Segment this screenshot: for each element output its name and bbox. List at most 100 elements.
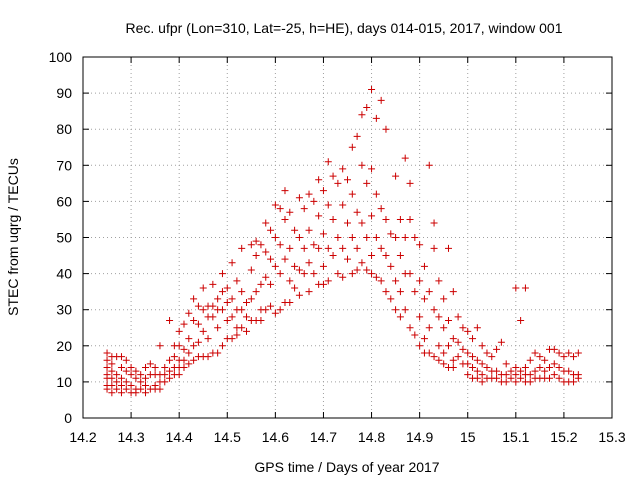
data-point — [142, 382, 150, 390]
data-point — [348, 270, 356, 278]
data-point — [300, 205, 308, 213]
data-point — [310, 197, 318, 205]
data-point — [348, 143, 356, 151]
data-point — [565, 349, 573, 357]
data-point — [223, 284, 231, 292]
data-point — [396, 313, 404, 321]
data-point — [416, 277, 424, 285]
data-point — [435, 277, 443, 285]
data-point — [291, 226, 299, 234]
data-point — [204, 335, 212, 343]
y-tick-label: 20 — [56, 338, 72, 354]
data-point — [238, 306, 246, 314]
data-point — [151, 363, 159, 371]
data-point — [406, 324, 414, 332]
data-point — [368, 252, 376, 260]
data-point — [190, 317, 198, 325]
data-point — [512, 371, 520, 379]
data-point — [108, 360, 116, 368]
data-point — [478, 360, 486, 368]
data-point — [122, 356, 130, 364]
data-point — [319, 280, 327, 288]
data-point — [295, 291, 303, 299]
data-point — [497, 338, 505, 346]
data-point — [194, 338, 202, 346]
y-tick-label: 0 — [64, 410, 72, 426]
data-point — [199, 306, 207, 314]
data-point — [247, 266, 255, 274]
data-point — [142, 374, 150, 382]
data-point — [493, 374, 501, 382]
data-point — [425, 288, 433, 296]
x-tick-label: 14.7 — [310, 429, 337, 445]
data-point — [233, 331, 241, 339]
data-point — [358, 111, 366, 119]
data-point — [132, 374, 140, 382]
data-point — [156, 385, 164, 393]
x-tick-label: 14.5 — [214, 429, 241, 445]
data-point — [555, 374, 563, 382]
data-point — [262, 248, 270, 256]
data-point — [223, 298, 231, 306]
data-point — [483, 349, 491, 357]
data-point — [214, 295, 222, 303]
data-point — [411, 331, 419, 339]
data-point — [416, 342, 424, 350]
data-point — [430, 306, 438, 314]
data-point — [435, 342, 443, 350]
data-point — [228, 295, 236, 303]
data-point — [430, 244, 438, 252]
data-point — [103, 349, 111, 357]
data-point — [517, 367, 525, 375]
data-point — [108, 374, 116, 382]
data-point — [300, 270, 308, 278]
data-point — [459, 345, 467, 353]
data-point — [464, 327, 472, 335]
data-point — [247, 241, 255, 249]
data-point — [305, 259, 313, 267]
data-point — [281, 215, 289, 223]
data-point — [233, 277, 241, 285]
data-point — [271, 262, 279, 270]
data-point — [243, 313, 251, 321]
data-point — [512, 378, 520, 386]
data-point — [502, 360, 510, 368]
data-point — [574, 374, 582, 382]
data-point — [372, 190, 380, 198]
data-point — [142, 389, 150, 397]
data-point — [180, 345, 188, 353]
data-point — [396, 252, 404, 260]
data-point — [319, 262, 327, 270]
data-point — [560, 353, 568, 361]
x-axis-label: GPS time / Days of year 2017 — [254, 459, 439, 475]
data-point — [291, 284, 299, 292]
data-point — [449, 288, 457, 296]
data-point — [218, 270, 226, 278]
data-point — [454, 353, 462, 361]
data-point — [310, 270, 318, 278]
y-axis-label: STEC from uqrg / TECUs — [5, 158, 21, 316]
data-point — [444, 317, 452, 325]
data-point — [339, 201, 347, 209]
data-point — [180, 320, 188, 328]
data-point — [267, 302, 275, 310]
data-point — [122, 378, 130, 386]
data-point — [315, 212, 323, 220]
x-tick-label: 14.6 — [262, 429, 289, 445]
data-point — [295, 194, 303, 202]
data-point — [382, 215, 390, 223]
data-point — [218, 306, 226, 314]
data-point — [507, 374, 515, 382]
data-point — [401, 306, 409, 314]
data-point — [218, 288, 226, 296]
data-point — [440, 360, 448, 368]
data-point — [425, 324, 433, 332]
data-point — [262, 273, 270, 281]
data-point — [214, 324, 222, 332]
data-point — [531, 367, 539, 375]
data-point — [488, 353, 496, 361]
x-tick-label: 14.9 — [406, 429, 433, 445]
data-point — [454, 313, 462, 321]
data-point — [228, 335, 236, 343]
